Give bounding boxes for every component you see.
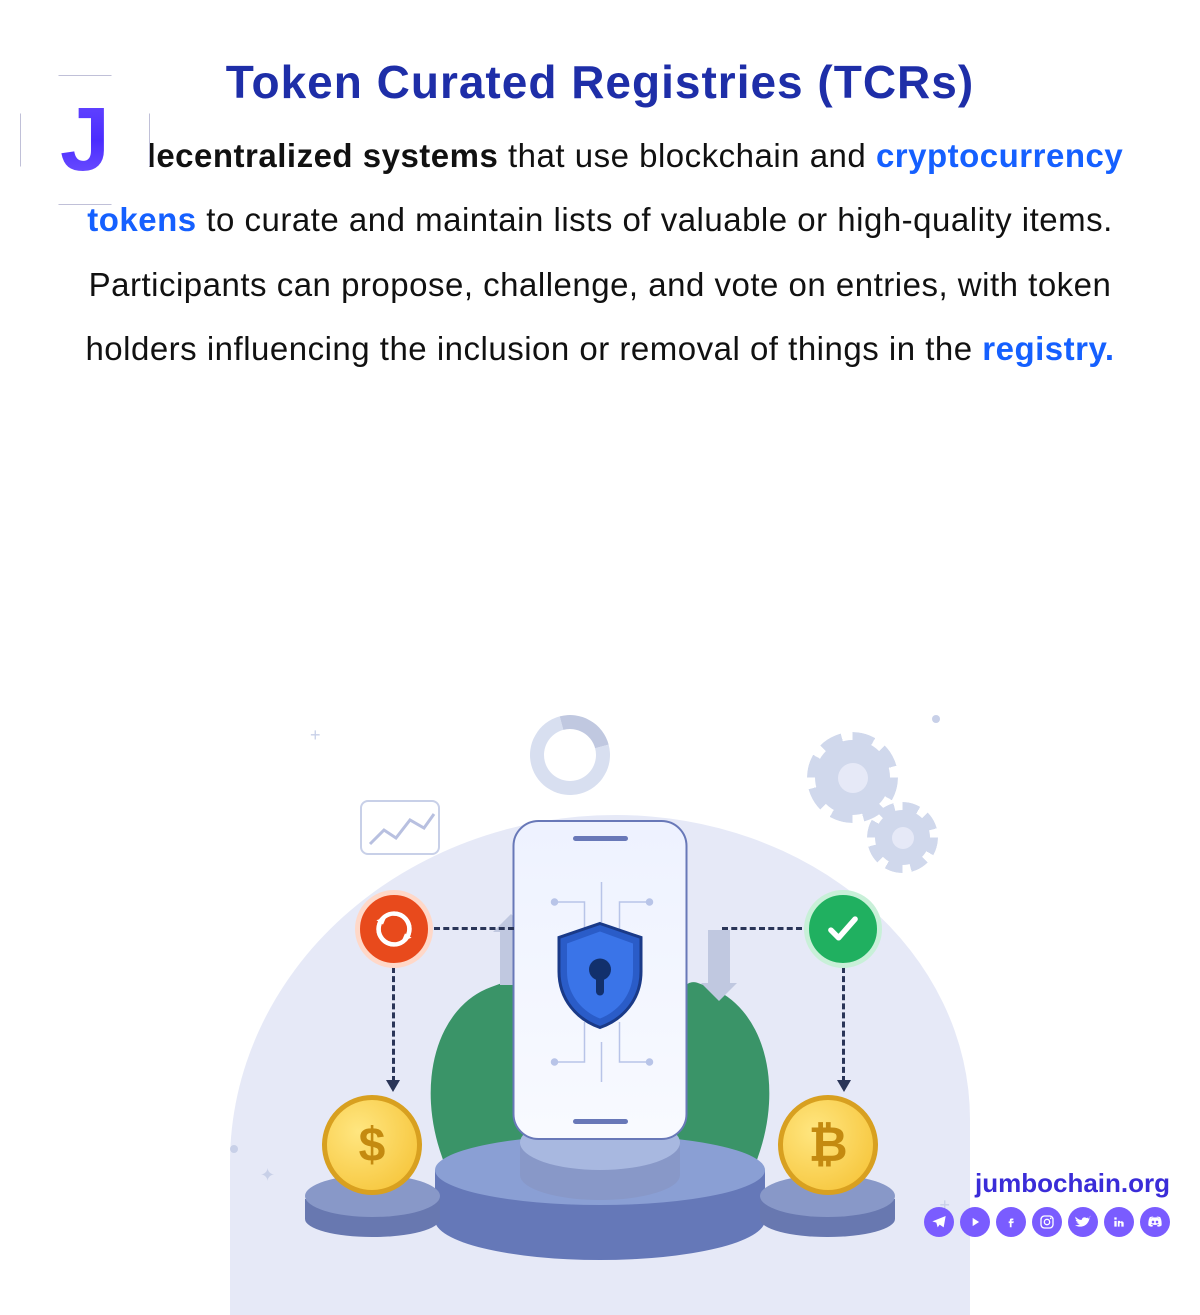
connector-line [842, 967, 845, 1082]
sparkle-icon: ✦ [260, 1165, 275, 1186]
gear-icon [875, 810, 930, 865]
check-badge-icon [804, 890, 882, 968]
sparkle-icon: + [310, 725, 321, 746]
connector-line [392, 967, 395, 1082]
facebook-icon[interactable] [996, 1207, 1026, 1237]
gear-icon [815, 740, 890, 815]
dollar-coin-icon: $ [322, 1095, 422, 1195]
footer: jumbochain.org [924, 1168, 1170, 1237]
youtube-icon[interactable] [960, 1207, 990, 1237]
phone-device [513, 820, 688, 1140]
dot-decoration [230, 1145, 238, 1153]
telegram-icon[interactable] [924, 1207, 954, 1237]
text-accent-registry: registry. [982, 330, 1114, 367]
bitcoin-coin-icon: ₿ [778, 1095, 878, 1195]
arrow-down-icon [708, 930, 730, 985]
connector-line [434, 927, 514, 930]
dot-decoration [932, 715, 940, 723]
shield-lock-icon [553, 920, 648, 1030]
social-icons-row [924, 1207, 1170, 1237]
page-title: Token Curated Registries (TCRs) [0, 55, 1200, 109]
chart-card-icon [360, 800, 440, 855]
text-bold-decentralized: decentralized systems [136, 137, 499, 174]
brand-logo: J [20, 75, 150, 205]
coin-symbol: ₿ [808, 1118, 847, 1173]
description-text: are decentralized systems that use block… [55, 124, 1145, 381]
progress-ring-icon [515, 700, 624, 809]
hero-illustration: $ ₿ ✦ + + [190, 695, 1010, 1255]
website-link[interactable]: jumbochain.org [924, 1168, 1170, 1199]
twitter-icon[interactable] [1068, 1207, 1098, 1237]
instagram-icon[interactable] [1032, 1207, 1062, 1237]
discord-icon[interactable] [1140, 1207, 1170, 1237]
text-frag: to curate and maintain lists of valuable… [85, 201, 1112, 367]
sync-badge-icon [355, 890, 433, 968]
coin-symbol: $ [359, 1118, 386, 1173]
arrow-down-icon [386, 1080, 400, 1092]
logo-letter: J [60, 89, 110, 192]
text-frag: that use blockchain and [498, 137, 876, 174]
connector-line [722, 927, 802, 930]
linkedin-icon[interactable] [1104, 1207, 1134, 1237]
arrow-down-icon [837, 1080, 851, 1092]
